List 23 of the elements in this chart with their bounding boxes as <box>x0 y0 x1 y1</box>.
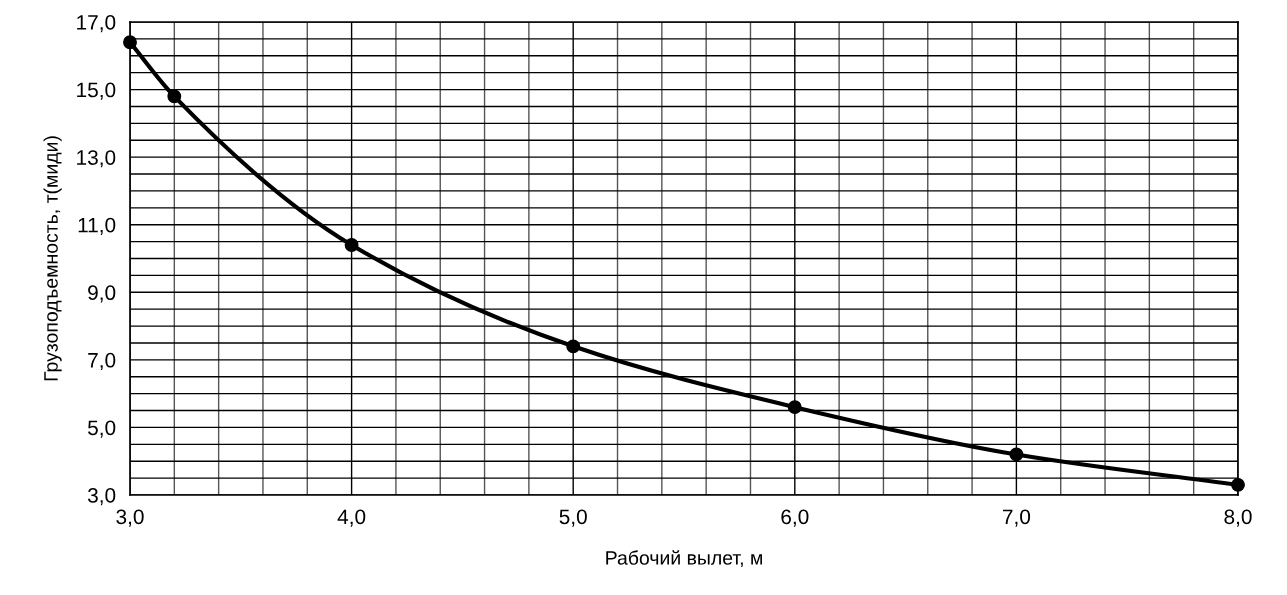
y-axis-title: Грузоподъемность, т(миди) <box>43 136 62 381</box>
y-tick-label: 3,0 <box>87 488 116 506</box>
y-tick-label: 13,0 <box>77 150 116 168</box>
point <box>344 238 359 252</box>
point <box>167 89 182 104</box>
y-tick-label: 5,0 <box>87 420 116 438</box>
point <box>787 400 802 415</box>
y-tick-label: 11,0 <box>78 217 116 235</box>
x-axis-title: Рабочий вылет, м <box>606 550 762 568</box>
x-tick-label: 8,0 <box>1224 509 1252 527</box>
x-tick-label: 3,0 <box>116 509 144 527</box>
x-tick-label: 6,0 <box>781 509 809 527</box>
y-tick-label: 15,0 <box>77 82 116 100</box>
point <box>1009 447 1024 462</box>
y-tick-label: 17,0 <box>77 15 116 33</box>
x-tick-label: 4,0 <box>337 509 366 527</box>
x-tick-label: 7,0 <box>1002 509 1031 527</box>
point <box>566 339 581 354</box>
point <box>1231 477 1245 492</box>
y-tick-label: 9,0 <box>88 285 116 303</box>
y-tick-label: 7,0 <box>88 352 116 371</box>
x-tick-label: 5,0 <box>559 509 587 527</box>
point <box>123 35 137 50</box>
